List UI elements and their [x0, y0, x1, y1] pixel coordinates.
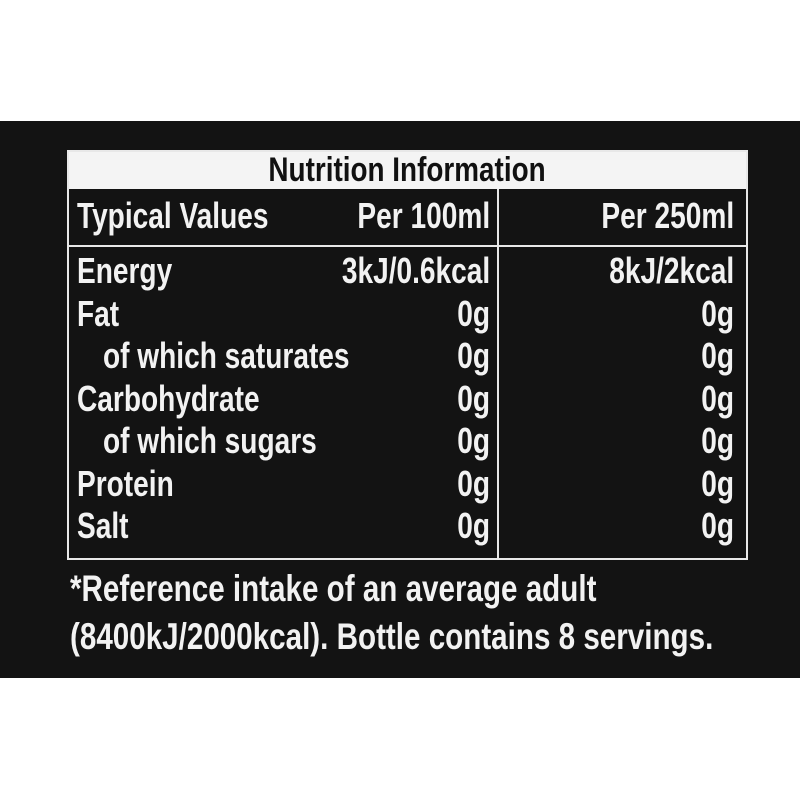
row-per-100ml: 0g	[457, 462, 490, 504]
row-label: Fat	[77, 292, 120, 334]
row-label: Energy	[77, 250, 173, 291]
row-per-250ml: 0g	[701, 335, 734, 376]
row-label: of which sugars	[103, 420, 317, 461]
row-per-100ml: 0g	[457, 377, 490, 419]
table-title: Nutrition Information	[69, 152, 746, 189]
footnote-line-2: (8400kJ/2000kcal). Bottle contains 8 ser…	[70, 616, 714, 657]
row-per-250ml: 0g	[701, 420, 734, 461]
header-per-250ml: Per 250ml	[601, 195, 734, 236]
table-title-text: Nutrition Information	[268, 151, 547, 189]
header-row: Typical Values Per 100ml Per 250ml	[69, 189, 746, 247]
header-per-100ml: Per 100ml	[357, 195, 490, 236]
row-per-100ml: 0g	[457, 420, 490, 461]
row-per-250ml: 0g	[701, 292, 734, 334]
row-per-250ml: 8kJ/2kcal	[609, 250, 734, 291]
row-per-100ml: 0g	[457, 292, 490, 334]
row-per-100ml: 0g	[457, 335, 490, 376]
footnote-line-1: *Reference intake of an average adult	[70, 568, 597, 609]
row-label: Salt	[77, 505, 129, 546]
nutrition-label-panel	[0, 121, 800, 678]
row-per-250ml: 0g	[701, 462, 734, 504]
nutrition-table: Nutrition Information Typical Values Per…	[67, 150, 748, 560]
row-label: Protein	[77, 462, 174, 504]
row-per-100ml: 0g	[457, 505, 490, 546]
row-per-100ml: 3kJ/0.6kcal	[341, 250, 490, 291]
row-label: of which saturates	[103, 335, 350, 376]
header-typical-values: Typical Values	[77, 195, 269, 236]
column-divider	[497, 189, 499, 560]
row-label: Carbohydrate	[77, 377, 260, 419]
row-per-250ml: 0g	[701, 505, 734, 546]
row-per-250ml: 0g	[701, 377, 734, 419]
